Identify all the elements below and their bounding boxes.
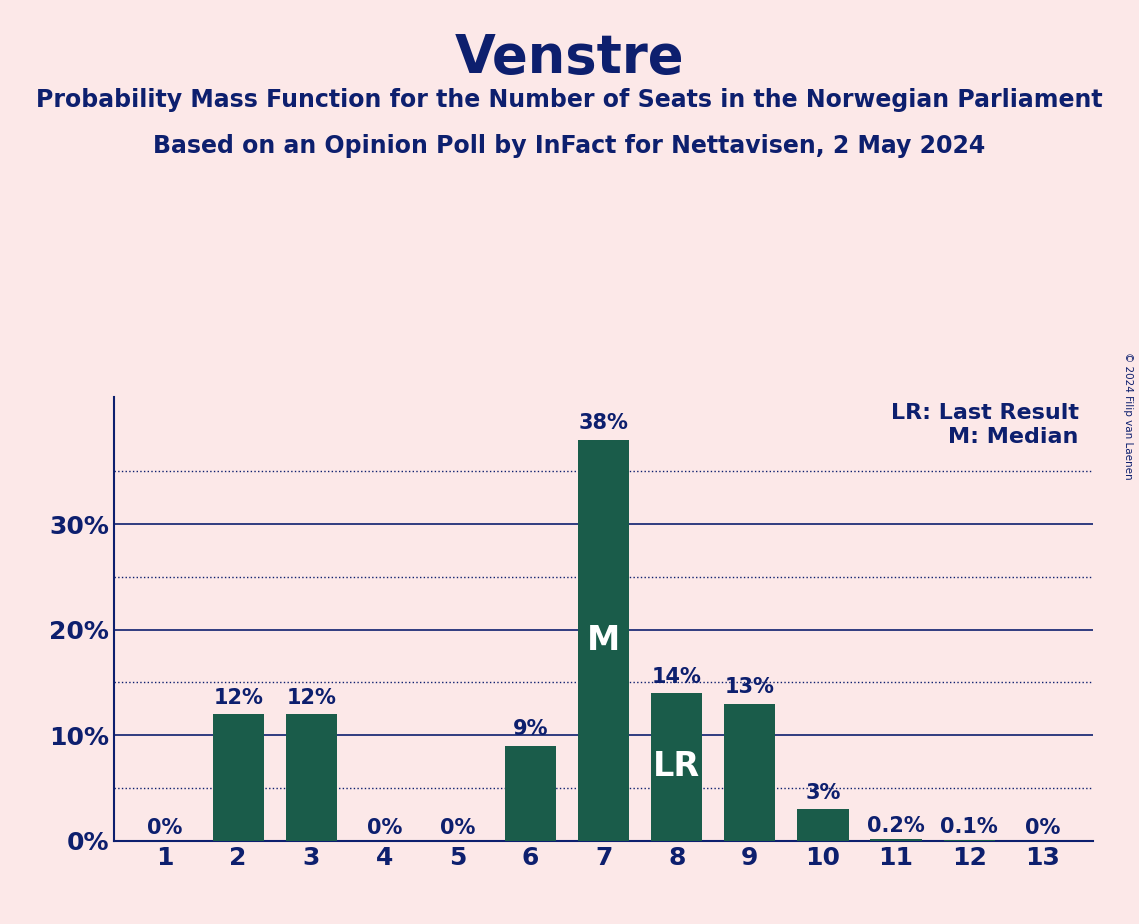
Text: 38%: 38% bbox=[579, 413, 629, 433]
Text: 12%: 12% bbox=[286, 687, 336, 708]
Bar bbox=[505, 746, 556, 841]
Bar bbox=[943, 840, 994, 841]
Text: 3%: 3% bbox=[805, 783, 841, 803]
Bar bbox=[579, 440, 629, 841]
Bar bbox=[213, 714, 264, 841]
Text: 14%: 14% bbox=[652, 666, 702, 687]
Bar bbox=[797, 809, 849, 841]
Bar bbox=[870, 839, 921, 841]
Bar bbox=[724, 703, 776, 841]
Text: 0%: 0% bbox=[367, 818, 402, 838]
Text: Venstre: Venstre bbox=[454, 32, 685, 84]
Text: 0%: 0% bbox=[440, 818, 475, 838]
Text: Based on an Opinion Poll by InFact for Nettavisen, 2 May 2024: Based on an Opinion Poll by InFact for N… bbox=[154, 134, 985, 158]
Bar bbox=[652, 693, 703, 841]
Text: M: M bbox=[587, 624, 621, 657]
Text: LR: LR bbox=[653, 750, 700, 784]
Text: Probability Mass Function for the Number of Seats in the Norwegian Parliament: Probability Mass Function for the Number… bbox=[36, 88, 1103, 112]
Text: LR: Last Result: LR: Last Result bbox=[891, 403, 1079, 422]
Text: 13%: 13% bbox=[724, 677, 775, 698]
Text: 9%: 9% bbox=[513, 720, 548, 739]
Bar bbox=[286, 714, 337, 841]
Text: 0%: 0% bbox=[1025, 818, 1060, 838]
Text: M: Median: M: Median bbox=[949, 427, 1079, 447]
Text: 12%: 12% bbox=[213, 687, 263, 708]
Text: 0.1%: 0.1% bbox=[941, 817, 998, 836]
Text: © 2024 Filip van Laenen: © 2024 Filip van Laenen bbox=[1123, 352, 1133, 480]
Text: 0.2%: 0.2% bbox=[867, 816, 925, 835]
Text: 0%: 0% bbox=[147, 818, 182, 838]
